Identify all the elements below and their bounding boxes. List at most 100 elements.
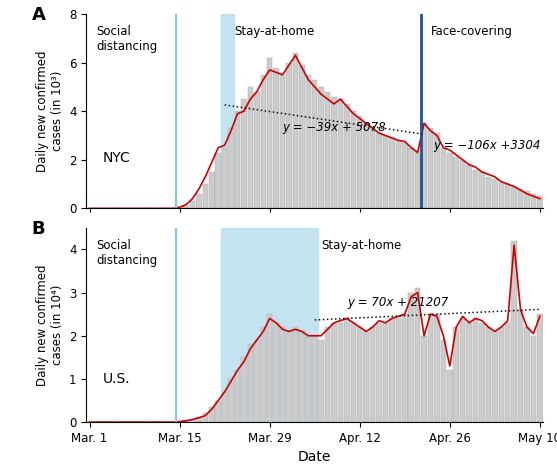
Bar [344,104,350,208]
Bar [537,196,543,208]
Bar [183,420,189,422]
Bar [222,228,318,422]
Bar [377,133,382,208]
Bar [531,194,536,208]
Bar [234,371,240,422]
Bar [222,148,227,208]
Bar [377,323,382,422]
Bar [280,327,285,422]
Bar [421,123,427,208]
Text: A: A [32,6,46,24]
Text: Face-covering: Face-covering [431,25,512,38]
Bar [428,128,433,208]
Bar [479,323,485,422]
Bar [383,136,388,208]
Bar [492,179,497,208]
Bar [402,314,408,422]
Bar [505,184,510,208]
Bar [261,327,266,422]
Bar [370,327,375,422]
Bar [319,87,324,208]
Bar [492,332,497,422]
Bar [209,407,214,422]
Text: Stay-at-home: Stay-at-home [321,239,402,251]
Bar [518,189,523,208]
Bar [306,336,311,422]
Bar [325,92,330,208]
Bar [325,327,330,422]
Bar [267,58,272,208]
Bar [395,318,401,422]
Text: y = −39x + 5078: y = −39x + 5078 [282,121,386,134]
Text: Social
distancing: Social distancing [96,239,157,266]
Bar [421,336,427,422]
Bar [357,116,363,208]
Bar [306,75,311,208]
Bar [273,68,279,208]
Bar [479,172,485,208]
Bar [383,323,388,422]
Bar [389,138,394,208]
Bar [196,417,202,422]
Bar [222,392,227,422]
Bar [222,14,234,208]
Bar [338,99,343,208]
Bar [350,323,356,422]
Bar [486,177,491,208]
Bar [286,332,292,422]
Bar [331,97,337,208]
Bar [248,344,253,422]
Bar [216,401,221,422]
Bar [338,323,343,422]
Bar [350,111,356,208]
Bar [499,182,504,208]
Bar [190,419,195,422]
Bar [228,379,234,422]
Bar [286,63,292,208]
Bar [415,288,421,422]
Bar [460,318,466,422]
Bar [292,327,298,422]
Bar [299,65,305,208]
Bar [248,87,253,208]
Bar [312,336,317,422]
Bar [524,191,530,208]
Bar [389,318,394,422]
Bar [434,314,439,422]
Bar [537,314,543,422]
Bar [331,323,337,422]
Bar [209,172,214,208]
Text: Stay-at-home: Stay-at-home [234,25,315,38]
Y-axis label: Daily new confirmed
cases (in 10⁴): Daily new confirmed cases (in 10⁴) [36,264,63,386]
Text: U.S.: U.S. [102,372,130,386]
Bar [267,314,272,422]
Bar [370,128,375,208]
Bar [447,152,452,208]
Bar [261,75,266,208]
Bar [183,206,189,208]
Bar [273,323,279,422]
Bar [447,371,452,422]
Bar [531,336,536,422]
Text: NYC: NYC [102,151,130,165]
Bar [177,207,182,208]
Bar [511,187,517,208]
Bar [441,340,446,422]
Bar [473,318,478,422]
Bar [434,133,439,208]
Bar [466,323,472,422]
Bar [190,201,195,208]
Bar [460,160,466,208]
Bar [299,332,305,422]
Bar [363,123,369,208]
Bar [228,128,234,208]
Bar [499,327,504,422]
Bar [363,332,369,422]
Bar [357,327,363,422]
Bar [177,421,182,422]
Bar [344,318,350,422]
Bar [441,148,446,208]
Bar [292,53,298,208]
Bar [511,241,517,422]
Bar [395,140,401,208]
